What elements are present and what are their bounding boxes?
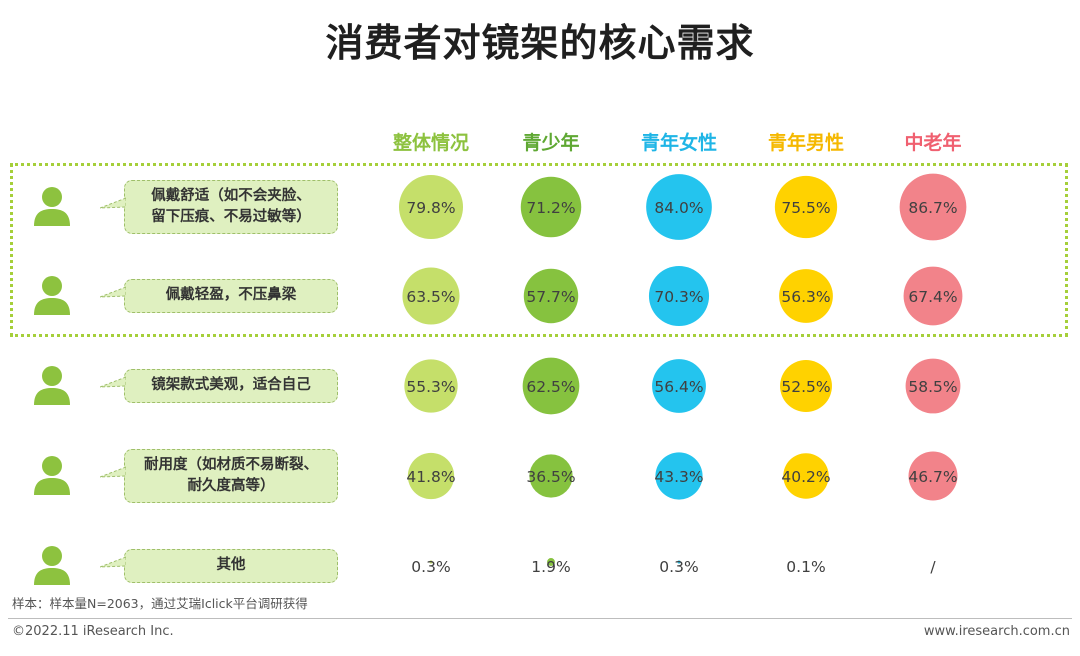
bubble-5-2 (547, 558, 555, 566)
column-header-4: 青年男性 (767, 132, 844, 154)
bubble-2-2 (523, 268, 579, 324)
value-label-2-2: 57.7% (526, 288, 575, 306)
value-label-2-1: 63.5% (406, 288, 455, 306)
bubble-2-4 (779, 269, 833, 323)
bubble-1-4 (774, 175, 838, 239)
row-label-3: 镜架款式美观，适合自己 (124, 369, 338, 403)
bubble-tail (99, 374, 127, 388)
bubble-4-1 (407, 452, 455, 500)
bubble-4-2 (529, 454, 573, 498)
column-header-5: 中老年 (904, 132, 962, 154)
value-label-5-3: 0.3% (659, 558, 698, 576)
value-label-1-3: 84.0% (654, 199, 703, 217)
value-label-4-4: 40.2% (781, 468, 830, 486)
bubble-4-3 (655, 452, 703, 500)
value-label-5-4: 0.1% (786, 558, 825, 576)
footer-divider (8, 618, 1072, 619)
value-label-4-3: 43.3% (654, 468, 703, 486)
row-label-1: 佩戴舒适（如不会夹脸、 留下压痕、不易过敏等） (124, 180, 338, 234)
value-label-1-4: 75.5% (781, 199, 830, 217)
value-label-3-3: 56.4% (654, 378, 703, 396)
bubble-3-4 (780, 360, 832, 412)
value-label-2-3: 70.3% (654, 288, 703, 306)
person-icon (32, 185, 72, 227)
bubble-2-5 (903, 266, 963, 326)
footer-website: www.iresearch.com.cn (923, 624, 1070, 639)
footer-copyright: ©2022.11 iResearch Inc. (12, 624, 174, 639)
row-label-4: 耐用度（如材质不易断裂、 耐久度高等） (124, 449, 338, 503)
bubble-2-1 (402, 267, 460, 325)
value-label-4-5: 46.7% (908, 468, 957, 486)
value-label-5-2: 1.9% (531, 558, 570, 576)
bubble-4-4 (783, 453, 829, 499)
bubble-1-3 (646, 174, 712, 240)
value-label-3-5: 58.5% (908, 378, 957, 396)
bubble-3-3 (652, 359, 706, 413)
bubble-3-2 (522, 357, 580, 415)
bubble-3-1 (404, 359, 458, 413)
bubble-chart: 79.8% 71.2% 84.0% 75.5% 86.7% 63.5% 57.7% 70.3%… (398, 173, 967, 576)
value-label-1-2: 71.2% (526, 199, 575, 217)
person-icon (32, 544, 72, 586)
bubble-tail (99, 464, 127, 478)
bubble-tail (99, 284, 127, 298)
bubble-3-5 (905, 358, 961, 414)
value-label-3-4: 52.5% (781, 378, 830, 396)
bubble-4-5 (908, 451, 958, 501)
value-label-1-1: 79.8% (406, 199, 455, 217)
value-label-2-5: 67.4% (908, 288, 957, 306)
bubble-2-3 (648, 265, 710, 327)
bubble-tail (99, 195, 127, 209)
highlight-box (10, 163, 1068, 337)
value-label-3-1: 55.3% (406, 378, 455, 396)
row-label-2: 佩戴轻盈，不压鼻梁 (124, 279, 338, 313)
value-label-2-4: 56.3% (781, 288, 830, 306)
sample-note: 样本：样本量N=2063，通过艾瑞Iclick平台调研获得 (12, 596, 308, 611)
row-label-5: 其他 (124, 549, 338, 583)
bubble-5-3 (677, 560, 681, 564)
bubble-5-4 (805, 561, 807, 563)
bubble-tail (99, 554, 127, 568)
person-icon (32, 454, 72, 496)
value-label-5-1: 0.3% (411, 558, 450, 576)
bubble-1-2 (520, 176, 582, 238)
value-label-4-2: 36.5% (526, 468, 575, 486)
value-label-1-5: 86.7% (908, 199, 957, 217)
column-header-3: 青年女性 (640, 132, 717, 154)
person-icon (32, 274, 72, 316)
value-label-4-1: 41.8% (406, 468, 455, 486)
value-label-5-5: / (930, 558, 936, 576)
bubble-5-1 (429, 560, 433, 564)
column-header-2: 青少年 (522, 132, 580, 154)
value-label-3-2: 62.5% (526, 378, 575, 396)
person-icon (32, 364, 72, 406)
chart-title: 消费者对镜架的核心需求 (325, 21, 755, 65)
column-header-1: 整体情况 (392, 132, 469, 154)
bubble-1-5 (899, 173, 967, 241)
bubble-1-1 (398, 174, 464, 240)
